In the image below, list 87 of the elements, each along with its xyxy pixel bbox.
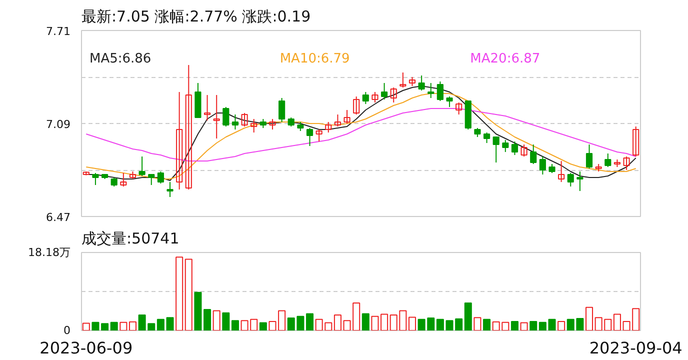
candlestick bbox=[92, 172, 99, 186]
candlestick bbox=[306, 128, 314, 146]
bar bbox=[101, 323, 109, 330]
candlestick bbox=[176, 92, 183, 190]
bar bbox=[120, 322, 128, 330]
y-tick-label: 6.47 bbox=[46, 211, 71, 224]
bar bbox=[334, 314, 342, 330]
candlestick bbox=[250, 118, 258, 133]
candlestick bbox=[576, 171, 584, 192]
bar bbox=[222, 312, 230, 330]
bar bbox=[408, 316, 416, 330]
bar bbox=[259, 322, 267, 330]
candlestick bbox=[502, 140, 509, 152]
candlestick bbox=[269, 118, 276, 130]
candlestick bbox=[372, 92, 378, 103]
bar bbox=[231, 320, 239, 330]
candlestick bbox=[483, 132, 490, 144]
candlestick bbox=[138, 156, 146, 176]
chart-title: 成交量:50741 bbox=[82, 230, 180, 248]
candlestick bbox=[325, 122, 332, 133]
bar bbox=[464, 302, 472, 330]
candlestick bbox=[344, 110, 350, 124]
candlestick bbox=[204, 94, 211, 121]
bar bbox=[362, 313, 370, 330]
y-tick-label: 0 bbox=[64, 324, 70, 337]
bar bbox=[380, 314, 388, 330]
candlestick bbox=[520, 144, 528, 157]
candlestick bbox=[362, 92, 369, 104]
candlestick bbox=[604, 153, 612, 168]
candlestick bbox=[316, 129, 322, 142]
candlestick bbox=[539, 156, 546, 175]
text: MA20:6.87 bbox=[470, 52, 540, 66]
candlestick bbox=[418, 75, 425, 91]
chart-title: 最新:7.05 涨幅:2.77% 涨跌:0.19 bbox=[82, 8, 311, 26]
bar bbox=[184, 258, 192, 330]
candlestick bbox=[241, 112, 248, 127]
candlestick bbox=[353, 96, 360, 115]
bar bbox=[194, 292, 202, 330]
bar bbox=[474, 317, 482, 330]
candlestick bbox=[148, 174, 155, 186]
bar bbox=[92, 322, 100, 330]
candlestick bbox=[120, 172, 127, 187]
bar bbox=[204, 308, 212, 330]
candlestick bbox=[436, 81, 444, 102]
bar bbox=[110, 322, 118, 330]
bar bbox=[176, 256, 184, 330]
candlestick bbox=[446, 96, 453, 108]
candlestick bbox=[586, 144, 593, 169]
bar bbox=[128, 321, 137, 330]
bar bbox=[530, 320, 538, 330]
candlestick bbox=[334, 114, 342, 127]
candlestick bbox=[222, 106, 230, 127]
bar bbox=[586, 306, 594, 330]
candlestick bbox=[390, 87, 397, 103]
y-tick-label: 18.18万 bbox=[28, 246, 71, 259]
bar bbox=[306, 313, 314, 330]
y-tick-label: 7.09 bbox=[46, 118, 71, 131]
candlestick bbox=[623, 156, 630, 170]
bar bbox=[613, 314, 621, 330]
bar bbox=[212, 310, 220, 330]
x-tick-label: 2023-09-04 bbox=[589, 338, 682, 358]
candlestick bbox=[157, 171, 164, 184]
candlestick bbox=[185, 64, 192, 190]
candlestick bbox=[278, 98, 286, 122]
candlestick bbox=[232, 114, 239, 130]
candlestick bbox=[400, 72, 406, 88]
candlestick bbox=[530, 144, 537, 164]
candlestick bbox=[567, 172, 574, 187]
y-tick-label: 7.71 bbox=[46, 25, 71, 38]
bar bbox=[371, 316, 379, 330]
candlestick bbox=[213, 94, 220, 139]
text: MA10:6.79 bbox=[280, 52, 350, 66]
bar bbox=[510, 320, 518, 330]
candlestick bbox=[166, 182, 174, 198]
bar bbox=[558, 320, 566, 330]
text: MA5:6.86 bbox=[90, 52, 152, 66]
x-tick-label: 2023-06-09 bbox=[40, 338, 133, 358]
candlestick bbox=[558, 160, 565, 182]
candlestick bbox=[456, 102, 462, 115]
bar bbox=[520, 322, 528, 330]
bar bbox=[82, 322, 90, 330]
bar bbox=[483, 318, 491, 330]
candlestick bbox=[492, 136, 500, 163]
candlestick bbox=[380, 82, 388, 100]
candlestick bbox=[632, 126, 640, 157]
candlestick bbox=[511, 141, 518, 156]
candlestick bbox=[428, 82, 434, 98]
